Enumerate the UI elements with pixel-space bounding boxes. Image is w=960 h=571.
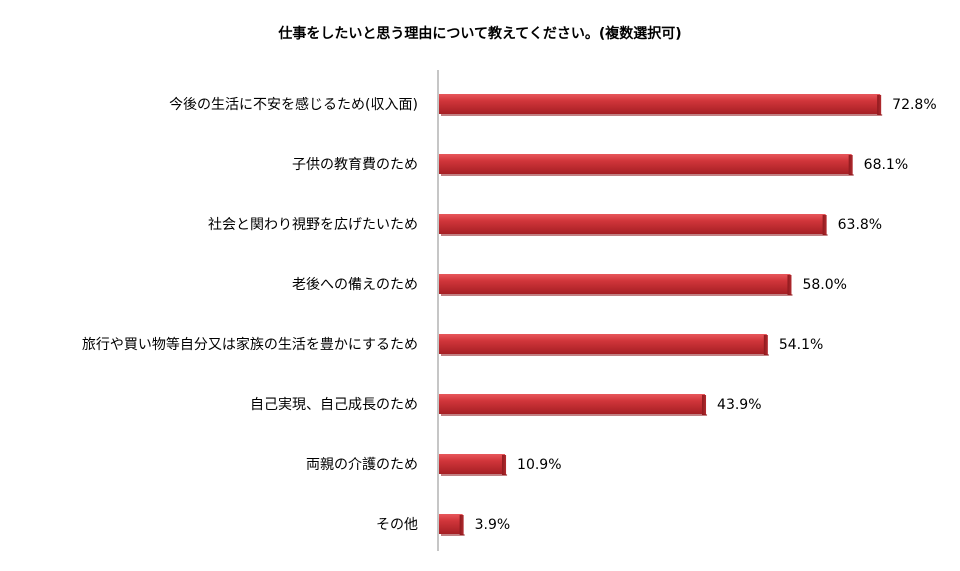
value-label: 72.8% bbox=[892, 97, 936, 113]
bar-end-cap bbox=[502, 455, 507, 475]
category-label: 社会と関わり視野を広げたいため bbox=[208, 217, 418, 233]
category-label: 子供の教育費のため bbox=[292, 157, 418, 173]
value-label: 54.1% bbox=[779, 337, 823, 353]
category-label: 自己実現、自己成長のため bbox=[250, 397, 418, 413]
category-label: 旅行や買い物等自分又は家族の生活を豊かにするため bbox=[82, 336, 418, 353]
value-label: 43.9% bbox=[717, 397, 761, 413]
value-label: 3.9% bbox=[475, 517, 511, 533]
bar-shadow bbox=[441, 414, 708, 416]
bar-end-cap bbox=[763, 335, 768, 355]
bar-shadow bbox=[441, 474, 508, 476]
bar bbox=[439, 154, 852, 174]
value-label: 10.9% bbox=[517, 457, 561, 473]
category-label: 今後の生活に不安を感じるため(収入面) bbox=[169, 96, 418, 113]
bars-layer bbox=[439, 94, 883, 536]
bar-shadow bbox=[441, 114, 883, 116]
bar-end-cap bbox=[848, 155, 853, 175]
bar-shadow bbox=[441, 354, 769, 356]
chart-title: 仕事をしたいと思う理由について教えてください。(複数選択可) bbox=[277, 25, 681, 42]
bar bbox=[439, 514, 463, 534]
bar-end-cap bbox=[702, 395, 707, 415]
bar-shadow bbox=[441, 234, 828, 236]
bar-end-cap bbox=[459, 515, 464, 535]
bar-end-cap bbox=[822, 215, 827, 235]
category-label: その他 bbox=[376, 517, 418, 533]
bar bbox=[439, 334, 767, 354]
bar bbox=[439, 274, 791, 294]
value-label: 68.1% bbox=[864, 157, 908, 173]
bar-shadow bbox=[441, 294, 793, 296]
bar-shadow bbox=[441, 174, 854, 176]
bar bbox=[439, 214, 826, 234]
value-labels: 72.8% 68.1% 63.8% 58.0% 54.1% 43.9% 10.9% 3.9% bbox=[475, 97, 937, 533]
bar-end-cap bbox=[787, 275, 792, 295]
bar bbox=[439, 94, 881, 114]
category-label: 両親の介護のため bbox=[306, 457, 418, 473]
bar-end-cap bbox=[877, 95, 882, 115]
bar-shadow bbox=[441, 534, 465, 536]
bar bbox=[439, 454, 506, 474]
value-label: 58.0% bbox=[802, 277, 846, 293]
category-label: 老後への備えのため bbox=[292, 277, 418, 293]
category-labels: 今後の生活に不安を感じるため(収入面) 子供の教育費のため社会と関わり視野を広げた… bbox=[82, 96, 418, 533]
value-label: 63.8% bbox=[838, 217, 882, 233]
bar bbox=[439, 394, 706, 414]
